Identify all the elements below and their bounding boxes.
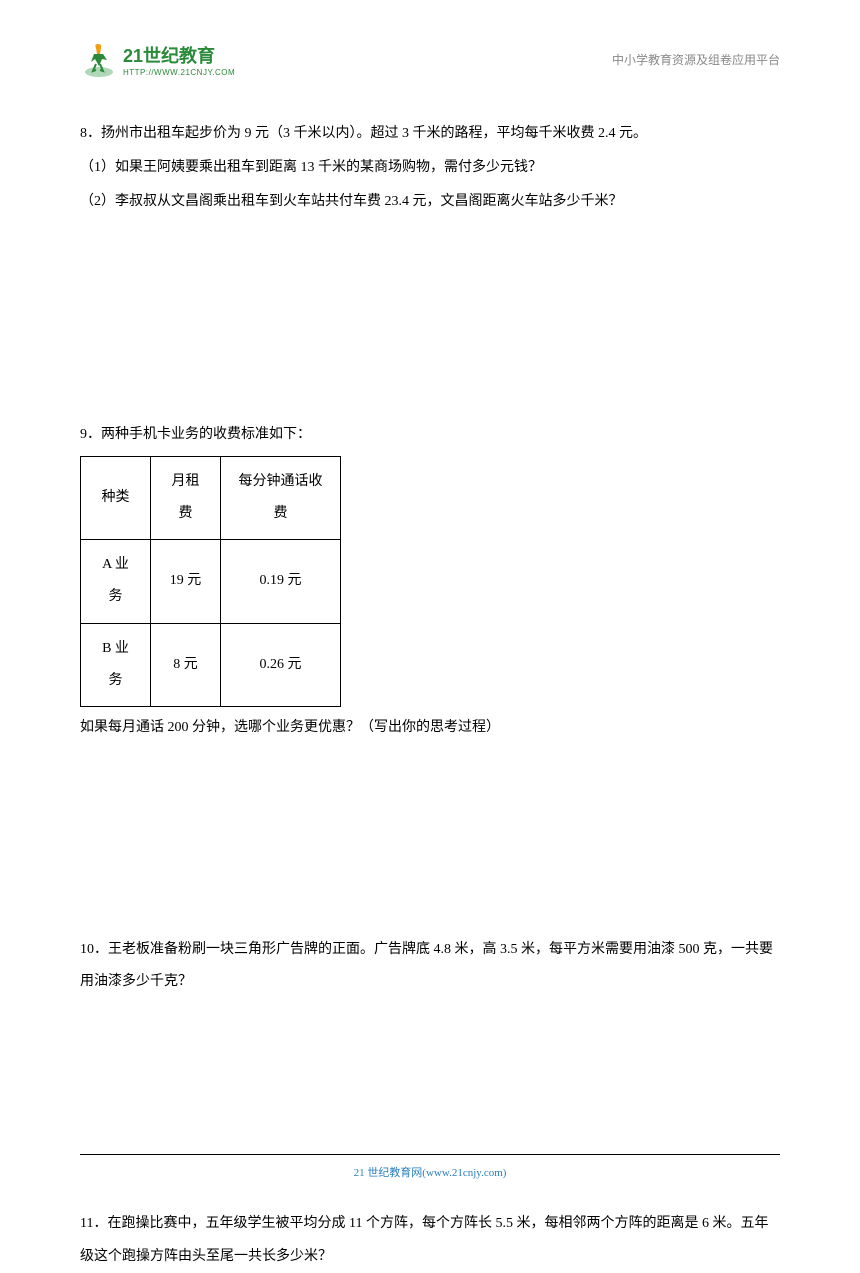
question-10-text: 10．王老板准备粉刷一块三角形广告牌的正面。广告牌底 4.8 米，高 3.5 米…	[80, 934, 780, 998]
question-8-sub2: （2）李叔叔从文昌阁乘出租车到火车站共付车费 23.4 元，文昌阁距离火车站多少…	[80, 186, 780, 218]
table-header-monthly: 月租费	[151, 456, 221, 539]
question-10: 10．王老板准备粉刷一块三角形广告牌的正面。广告牌底 4.8 米，高 3.5 米…	[80, 934, 780, 998]
logo-text: 21世纪教育 HTTP://WWW.21CNJY.COM	[123, 42, 235, 77]
question-11-text: 11．在跑操比赛中，五年级学生被平均分成 11 个方阵，每个方阵长 5.5 米，…	[80, 1208, 780, 1272]
table-header-perminute: 每分钟通话收费	[221, 456, 341, 539]
logo-main-text: 21世纪教育	[123, 42, 235, 68]
table-cell-a-perminute: 0.19 元	[221, 540, 341, 623]
logo-sub-text: HTTP://WWW.21CNJY.COM	[123, 68, 235, 77]
pricing-table: 种类 月租费 每分钟通话收费 A 业务 19 元 0.19 元 B 业务 8 元…	[80, 456, 341, 707]
table-header-row: 种类 月租费 每分钟通话收费	[81, 456, 341, 539]
table-cell-a-monthly: 19 元	[151, 540, 221, 623]
table-cell-b-monthly: 8 元	[151, 623, 221, 706]
header-right-text: 中小学教育资源及组卷应用平台	[612, 51, 780, 68]
table-row: B 业务 8 元 0.26 元	[81, 623, 341, 706]
table-cell-b-perminute: 0.26 元	[221, 623, 341, 706]
question-8-sub1: （1）如果王阿姨要乘出租车到距离 13 千米的某商场购物，需付多少元钱？	[80, 152, 780, 184]
question-9: 9．两种手机卡业务的收费标准如下： 种类 月租费 每分钟通话收费 A 业务 19…	[80, 419, 780, 745]
question-11: 11．在跑操比赛中，五年级学生被平均分成 11 个方阵，每个方阵长 5.5 米，…	[80, 1208, 780, 1272]
question-8: 8．扬州市出租车起步价为 9 元（3 千米以内）。超过 3 千米的路程，平均每千…	[80, 118, 780, 219]
logo: 21世纪教育 HTTP://WWW.21CNJY.COM	[80, 40, 235, 78]
question-9-followup: 如果每月通话 200 分钟，选哪个业务更优惠？（写出你的思考过程）	[80, 712, 780, 744]
table-cell-b-type: B 业务	[81, 623, 151, 706]
answer-space-8	[80, 239, 780, 419]
footer-text: 21 世纪教育网(www.21cnjy.com)	[354, 1167, 507, 1179]
answer-space-9	[80, 764, 780, 934]
page-footer: 21 世纪教育网(www.21cnjy.com)	[80, 1154, 780, 1181]
question-9-title: 9．两种手机卡业务的收费标准如下：	[80, 419, 780, 451]
page-header: 21世纪教育 HTTP://WWW.21CNJY.COM 中小学教育资源及组卷应…	[80, 40, 780, 78]
content-area: 8．扬州市出租车起步价为 9 元（3 千米以内）。超过 3 千米的路程，平均每千…	[80, 118, 780, 1273]
table-row: A 业务 19 元 0.19 元	[81, 540, 341, 623]
table-header-type: 种类	[81, 456, 151, 539]
logo-icon	[80, 40, 118, 78]
table-cell-a-type: A 业务	[81, 540, 151, 623]
question-8-title: 8．扬州市出租车起步价为 9 元（3 千米以内）。超过 3 千米的路程，平均每千…	[80, 118, 780, 150]
